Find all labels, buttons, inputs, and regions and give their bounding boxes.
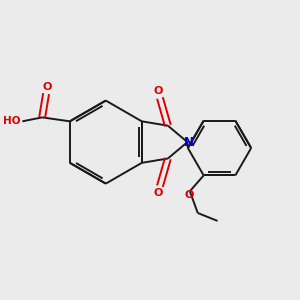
Text: O: O [43,82,52,92]
Text: O: O [153,188,163,198]
Text: O: O [184,190,194,200]
Text: N: N [183,136,194,148]
Text: O: O [153,86,163,96]
Text: HO: HO [3,116,20,126]
